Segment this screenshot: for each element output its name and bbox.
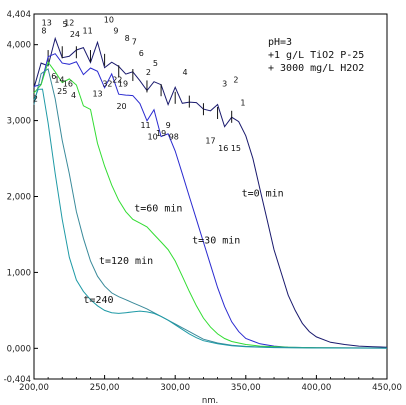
peak-label: 10 bbox=[148, 133, 158, 142]
peak-label: 9 bbox=[166, 121, 171, 130]
peak-label: 19 bbox=[156, 129, 166, 138]
peak-label: 13 bbox=[92, 89, 102, 98]
series-line-4 bbox=[33, 88, 388, 349]
peak-label: 13 bbox=[42, 19, 52, 28]
series-line-2 bbox=[33, 61, 388, 349]
y-axis-ticks: -0,404 0,000 1,000 2,000 3,000 4,000 4,404 bbox=[4, 10, 38, 385]
peak-label: 15 bbox=[231, 144, 241, 153]
peak-label: 7 bbox=[132, 38, 137, 47]
peak-label: 14 bbox=[54, 76, 64, 85]
series-label-2: t=60 min bbox=[134, 204, 182, 215]
peak-label: 10 bbox=[104, 16, 114, 25]
y-tick-label: 3,000 bbox=[7, 117, 31, 127]
peak-label: 5 bbox=[153, 59, 158, 68]
series-label-0: t=0 min bbox=[242, 189, 284, 200]
x-axis-label: nm. bbox=[202, 396, 218, 405]
peak-label: 11 bbox=[83, 26, 93, 35]
legend-line: +1 g/L TiO2 P-25 bbox=[268, 50, 364, 61]
peak-label: 17 bbox=[205, 136, 215, 145]
series-group bbox=[33, 36, 388, 349]
series-line-1 bbox=[33, 53, 388, 349]
series-line-3 bbox=[33, 68, 388, 349]
plot-area bbox=[33, 13, 388, 380]
x-tick-label: 350,00 bbox=[231, 383, 261, 393]
series-label-1: t=30 min bbox=[192, 236, 240, 247]
legend-line: + 3000 mg/L H2O2 bbox=[268, 63, 364, 74]
x-tick-label: 450,00 bbox=[372, 383, 402, 393]
y-tick-label: 4,404 bbox=[7, 10, 31, 20]
peak-label: 8 bbox=[125, 34, 130, 43]
y-tick-label: 4,000 bbox=[7, 41, 31, 51]
y-tick-label: 1,000 bbox=[7, 268, 31, 278]
x-tick-label: 200,00 bbox=[19, 383, 49, 393]
series-label-4: t=240 bbox=[83, 295, 113, 306]
peak-label: 32 bbox=[102, 79, 112, 88]
peak-label: 5 bbox=[63, 20, 68, 29]
series-label-3: t=120 min bbox=[99, 256, 153, 267]
peak-label: 2 bbox=[233, 76, 238, 85]
legend: pH=3 +1 g/L TiO2 P-25 + 3000 mg/L H2O2 bbox=[268, 37, 364, 74]
peak-label: 1 bbox=[240, 98, 245, 107]
peak-label: 25 bbox=[57, 87, 67, 96]
peak-label: 98 bbox=[169, 133, 179, 142]
series-labels: t=0 min t=30 min t=60 min t=120 min t=240 bbox=[83, 189, 283, 306]
peak-label: 6 bbox=[51, 72, 56, 81]
x-tick-label: 250,00 bbox=[90, 383, 120, 393]
peak-label: 11 bbox=[140, 121, 150, 130]
peak-label: 2 bbox=[33, 95, 38, 104]
peak-label: 6 bbox=[139, 49, 144, 58]
x-tick-label: 300,00 bbox=[160, 383, 190, 393]
y-tick-label: -0,404 bbox=[4, 375, 31, 385]
x-tick-label: 400,00 bbox=[302, 383, 332, 393]
peak-label: 16 bbox=[63, 79, 73, 88]
peak-label: 4 bbox=[71, 91, 76, 100]
peak-label: 8 bbox=[41, 26, 46, 35]
y-tick-label: 0,000 bbox=[7, 344, 31, 354]
peak-label: 24 bbox=[70, 30, 80, 39]
series-line-0 bbox=[33, 36, 388, 348]
peak-label: 22 bbox=[112, 76, 122, 85]
peak-label: 19 bbox=[118, 79, 128, 88]
peak-label: 12 bbox=[64, 19, 74, 28]
peak-label: 4 bbox=[183, 68, 188, 77]
y-tick-label: 2,000 bbox=[7, 193, 31, 203]
peak-label: 16 bbox=[218, 144, 228, 153]
peak-label: 20 bbox=[116, 102, 126, 111]
peak-label: 2 bbox=[146, 68, 151, 77]
peak-label: 9 bbox=[113, 26, 118, 35]
x-axis-ticks: 200,00 250,00 300,00 350,00 400,00 450,00 bbox=[19, 375, 402, 393]
peak-label: 3 bbox=[222, 79, 227, 88]
legend-line: pH=3 bbox=[268, 37, 292, 48]
